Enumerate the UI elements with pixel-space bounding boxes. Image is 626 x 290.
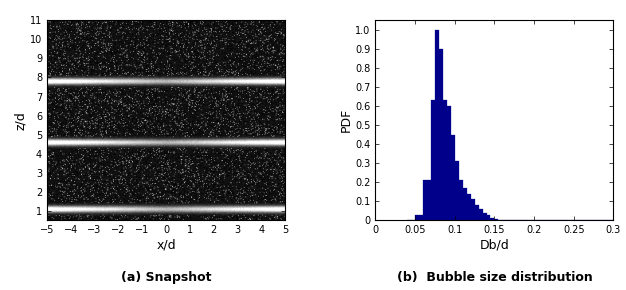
Bar (486, 215, 491, 220)
Bar (467, 194, 471, 220)
Bar (454, 161, 459, 220)
Bar (491, 218, 495, 220)
Bar (471, 200, 475, 220)
Text: (a) Snapshot: (a) Snapshot (0, 289, 1, 290)
Bar (483, 213, 486, 220)
Y-axis label: PDF: PDF (339, 108, 352, 133)
Bar (495, 219, 498, 220)
Bar (439, 49, 443, 220)
Bar (415, 215, 423, 220)
Bar (451, 135, 454, 220)
Y-axis label: z/d: z/d (14, 111, 27, 130)
Text: (b)  Bubble size distribution: (b) Bubble size distribution (0, 289, 1, 290)
X-axis label: Db/d: Db/d (480, 238, 510, 251)
Bar (463, 188, 467, 220)
Bar (479, 209, 483, 220)
Bar (475, 205, 479, 220)
Bar (447, 106, 451, 220)
X-axis label: x/d: x/d (156, 238, 176, 251)
Bar (435, 30, 439, 220)
Text: (a) Snapshot: (a) Snapshot (121, 271, 211, 284)
Bar (443, 100, 447, 220)
Bar (423, 180, 431, 220)
Bar (431, 100, 435, 220)
Bar (459, 180, 463, 220)
Text: (b)  Bubble size distribution: (b) Bubble size distribution (397, 271, 592, 284)
